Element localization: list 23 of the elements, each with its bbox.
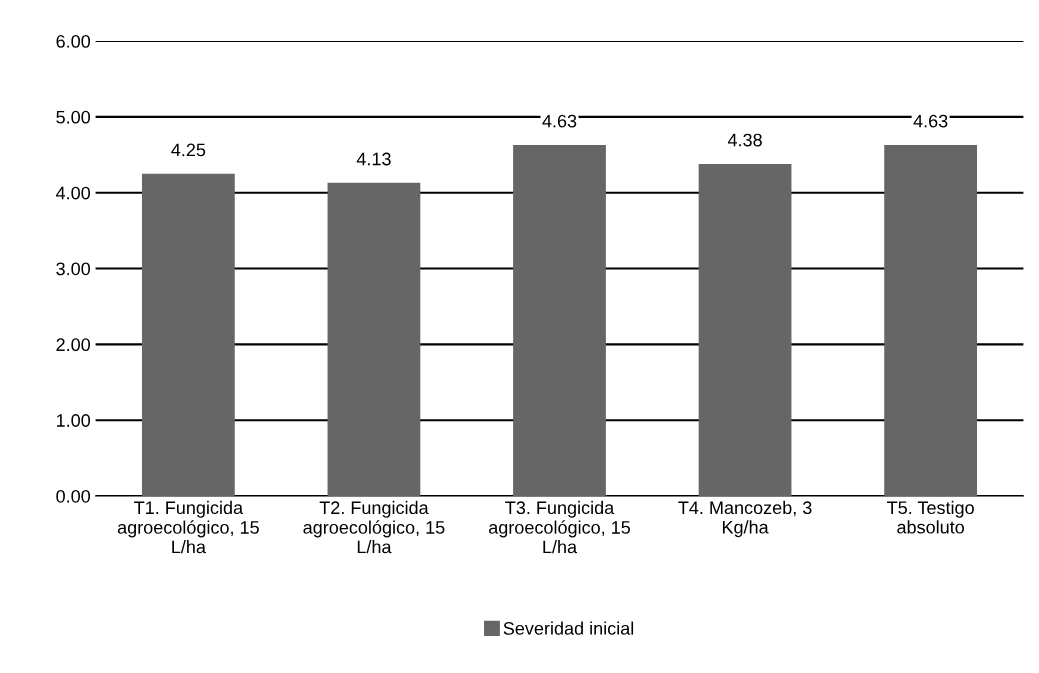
y-tick-label: 1.00 xyxy=(56,414,91,427)
data-label: 4.63 xyxy=(913,114,948,128)
y-tick-label: 3.00 xyxy=(56,262,91,276)
data-label: 4.13 xyxy=(356,152,391,166)
y-tick-label: 2.00 xyxy=(56,338,91,352)
data-label: 4.63 xyxy=(542,114,577,128)
bar xyxy=(884,144,978,496)
x-tick-label: T3. Fungicida agroecológico, 15 L/ha xyxy=(489,500,631,554)
bar xyxy=(698,163,792,496)
legend-label: Severidad inicial xyxy=(503,621,634,635)
y-tick-label: 5.00 xyxy=(56,110,91,124)
x-tick-label: T1. Fungicida agroecológico, 15 L/ha xyxy=(117,500,259,554)
data-label: 4.25 xyxy=(171,143,206,157)
bar xyxy=(513,144,606,496)
bar xyxy=(141,173,235,496)
y-tick-label: 0.00 xyxy=(56,489,91,503)
x-tick-label: T5. Testigo absoluto xyxy=(887,500,974,534)
x-tick-label: T4. Mancozeb, 3 Kg/ha xyxy=(678,500,812,538)
x-tick-label: T2. Fungicida agroecológico, 15 L/ha xyxy=(303,500,445,554)
data-label: 4.38 xyxy=(727,133,762,147)
y-tick-label: 4.00 xyxy=(56,186,91,200)
y-tick-label: 6.00 xyxy=(56,34,91,48)
bar xyxy=(327,182,421,496)
